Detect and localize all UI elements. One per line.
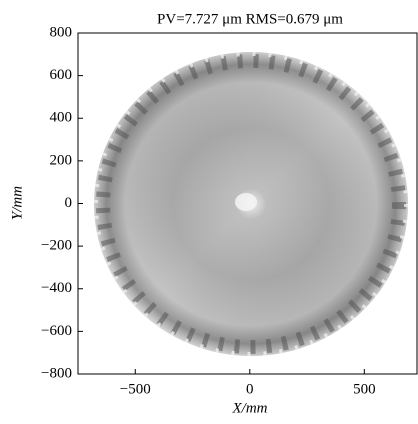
- y-tick-label: 600: [50, 67, 73, 83]
- y-tick-label: 400: [50, 110, 73, 126]
- y-tick-label: 200: [50, 152, 73, 168]
- y-tick-label: 0: [65, 195, 73, 211]
- x-tick-label: 0: [246, 381, 254, 397]
- x-axis-label: X/mm: [232, 400, 268, 416]
- blade-highlights: [94, 52, 408, 356]
- y-tick-label: 800: [50, 24, 73, 40]
- y-tick-label: −200: [41, 238, 72, 254]
- y-tick-label: −800: [41, 365, 72, 381]
- x-tick-label: 500: [353, 381, 376, 397]
- blade-pattern: [96, 54, 406, 354]
- x-tick-label: −500: [120, 381, 151, 397]
- y-axis-label: Y/mm: [9, 186, 25, 220]
- plot-area: [94, 52, 408, 356]
- chart-title: PV=7.727 μm RMS=0.679 μm: [157, 11, 343, 27]
- center-spot: [235, 193, 257, 211]
- y-tick-label: −400: [41, 280, 72, 296]
- y-tick-label: −600: [41, 323, 72, 339]
